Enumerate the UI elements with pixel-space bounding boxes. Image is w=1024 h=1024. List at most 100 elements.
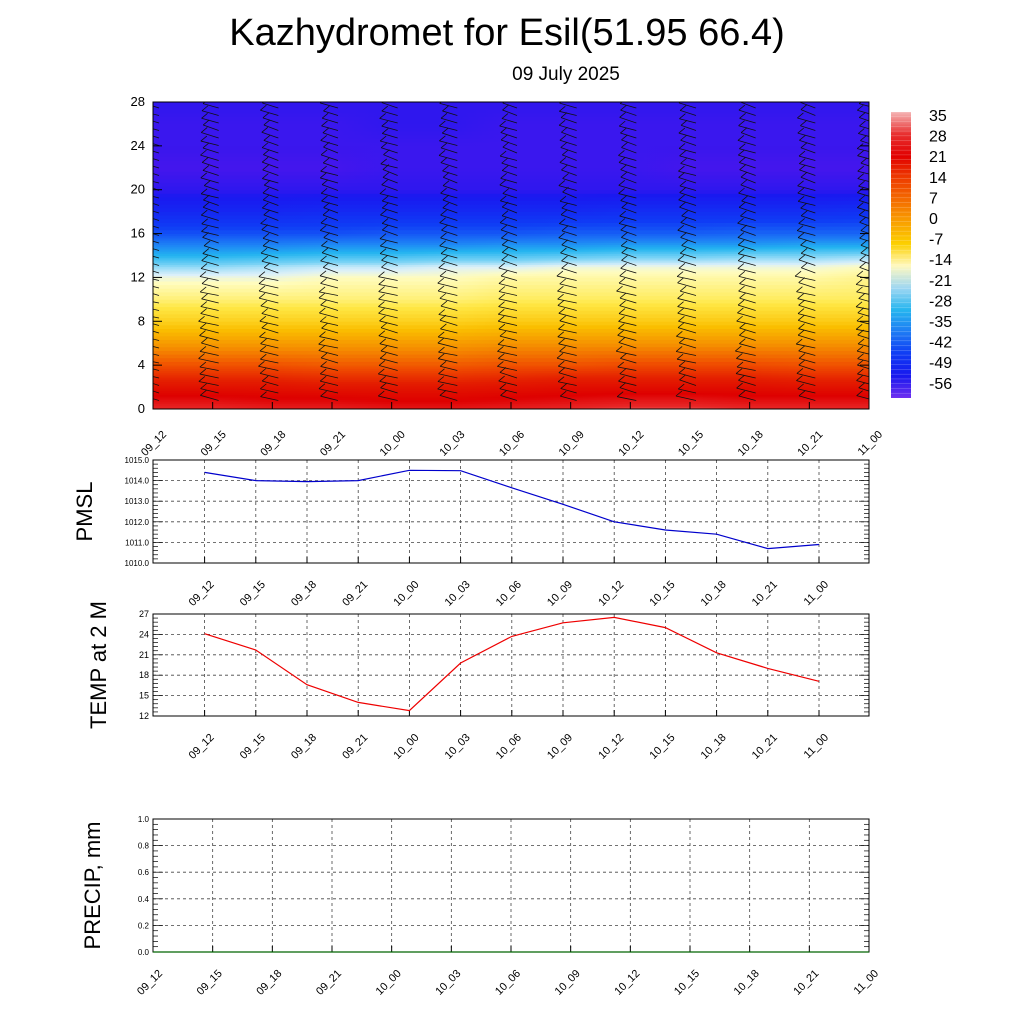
wind-barb bbox=[736, 387, 756, 394]
wind-barb bbox=[859, 103, 869, 107]
temperature-band bbox=[153, 277, 869, 282]
wind-barb bbox=[321, 200, 339, 206]
wind-barb bbox=[381, 110, 398, 116]
wind-barb-feather bbox=[678, 367, 686, 374]
wind-barb bbox=[740, 176, 756, 184]
wind-barb bbox=[797, 192, 816, 199]
y-tick-label: 0 bbox=[138, 401, 145, 416]
wind-barb-feather bbox=[798, 323, 805, 329]
wind-barb bbox=[500, 229, 518, 236]
wind-barb bbox=[260, 252, 279, 259]
wind-barb bbox=[618, 282, 637, 289]
wind-barb-feather bbox=[439, 314, 447, 321]
wind-barb-feather bbox=[441, 127, 449, 134]
wind-barb bbox=[440, 192, 458, 199]
wind-barb-feather bbox=[320, 135, 327, 141]
wind-barb-feather bbox=[378, 330, 386, 337]
wind-barb-feather bbox=[319, 307, 326, 314]
wind-barb bbox=[378, 335, 398, 341]
wind-barb-feather bbox=[618, 375, 625, 382]
wind-barb-feather bbox=[140, 338, 146, 343]
wind-barb-feather bbox=[499, 120, 506, 127]
wind-barb bbox=[860, 252, 869, 257]
wind-barb bbox=[797, 117, 816, 124]
wind-barb-feather bbox=[320, 165, 327, 172]
wind-barb-feather bbox=[379, 315, 386, 322]
wind-barb-feather bbox=[561, 164, 568, 171]
wind-barb-feather bbox=[380, 345, 388, 352]
wind-barb bbox=[679, 155, 697, 161]
x-tick-label: 10_15 bbox=[647, 579, 677, 609]
x-tick-label: 10_15 bbox=[647, 732, 677, 762]
wind-barb bbox=[437, 282, 458, 289]
wind-barb bbox=[382, 222, 398, 229]
wind-barb bbox=[561, 267, 577, 274]
temperature-band bbox=[153, 249, 869, 253]
wind-barb bbox=[560, 395, 577, 401]
colorbar-label: 14 bbox=[929, 170, 947, 187]
wind-barb bbox=[618, 342, 637, 349]
wind-barb bbox=[261, 260, 279, 266]
wind-barb-feather bbox=[203, 240, 211, 247]
wind-barb bbox=[501, 237, 518, 244]
x-tick-label: 10_21 bbox=[750, 579, 780, 609]
wind-barb-feather bbox=[797, 127, 805, 134]
wind-barb bbox=[739, 297, 756, 304]
wind-barb-feather bbox=[320, 255, 327, 262]
wind-barb-feather bbox=[561, 262, 568, 269]
temperature-band bbox=[153, 260, 869, 264]
wind-barb-feather bbox=[559, 195, 567, 202]
wind-barb bbox=[258, 365, 279, 371]
wind-barb-feather bbox=[619, 292, 627, 299]
wind-barb bbox=[380, 163, 398, 169]
wind-barb-feather bbox=[739, 157, 746, 163]
wind-barb-feather bbox=[145, 196, 151, 201]
wind-barb bbox=[153, 173, 160, 176]
wind-barb bbox=[739, 117, 756, 124]
wind-barb-feather bbox=[798, 254, 806, 261]
temperature-band bbox=[153, 379, 869, 382]
wind-barb bbox=[438, 336, 458, 341]
wind-barb-feather bbox=[558, 232, 565, 239]
wind-barb-feather bbox=[318, 286, 326, 293]
wind-barb-feather bbox=[857, 150, 864, 156]
wind-barb bbox=[736, 320, 756, 326]
wind-barb-feather bbox=[501, 113, 509, 119]
wind-barb-feather bbox=[680, 232, 687, 238]
wind-barb bbox=[379, 320, 398, 326]
wind-barb bbox=[497, 350, 518, 356]
temperature-band bbox=[153, 302, 869, 308]
wind-barb-feather bbox=[680, 119, 688, 126]
wind-barb bbox=[502, 244, 518, 251]
y-tick-label: 0.6 bbox=[138, 868, 150, 877]
temperature-band bbox=[153, 203, 869, 209]
wind-barb-feather bbox=[560, 209, 568, 216]
precip-chart: 0.0 0.2 0.4 0.6 0.8 1.0 PRECIP, mm 09_12 09_15 09… bbox=[80, 815, 881, 998]
x-tick-label: 11_00 bbox=[802, 732, 832, 762]
wind-barb-feather bbox=[502, 247, 509, 253]
wind-barb bbox=[559, 223, 577, 229]
wind-barb bbox=[202, 237, 219, 244]
wind-barb-feather bbox=[557, 293, 564, 300]
wind-barb bbox=[153, 233, 160, 236]
y-tick-label: 0.4 bbox=[138, 895, 150, 904]
wind-barb-feather bbox=[619, 112, 626, 118]
temperature-band bbox=[153, 271, 869, 275]
wind-barb bbox=[438, 351, 458, 356]
wind-barb-feather bbox=[439, 293, 447, 299]
wind-barb bbox=[379, 193, 398, 199]
wind-barb bbox=[679, 110, 697, 116]
wind-barb-feather bbox=[561, 239, 569, 246]
wind-barb bbox=[261, 229, 279, 236]
wind-barb-feather bbox=[617, 361, 624, 368]
wind-barb bbox=[800, 102, 816, 109]
wind-barb bbox=[439, 140, 458, 146]
wind-barb-feather bbox=[199, 322, 207, 329]
x-tick-label: 10_18 bbox=[732, 968, 762, 998]
wind-barb-feather bbox=[796, 375, 803, 381]
wind-barb bbox=[617, 366, 637, 371]
temperature-band bbox=[153, 182, 869, 187]
wind-barb-feather bbox=[199, 330, 206, 336]
wind-barb-feather bbox=[561, 255, 568, 262]
wind-barb-feather bbox=[797, 293, 804, 299]
